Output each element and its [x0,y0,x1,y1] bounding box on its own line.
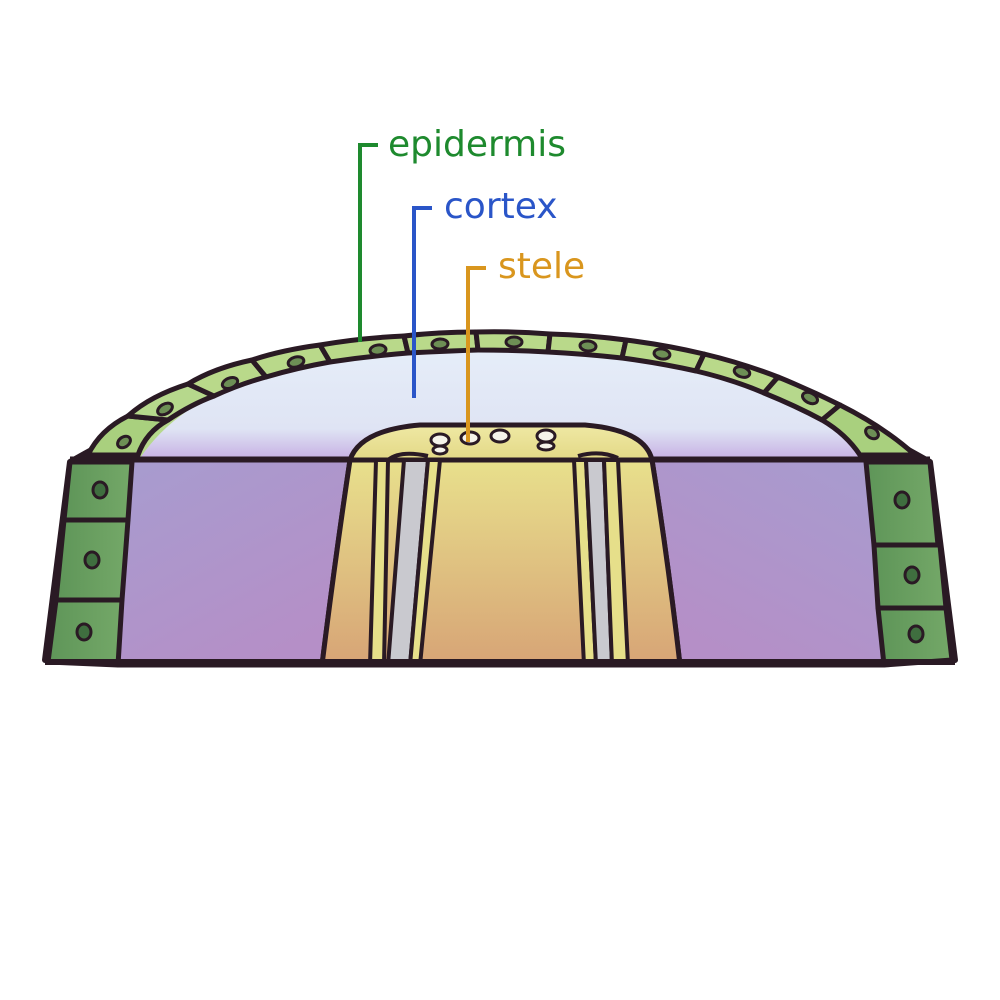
epidermis-top-nuclei [116,335,880,450]
epidermis-label: epidermis [388,124,566,165]
epidermis-leader-line [358,143,378,342]
stele-label: stele [498,246,585,287]
epidermis-side-nuclei [75,480,925,644]
cortex-top-surface [140,341,860,458]
stele-top-rims [386,451,619,462]
cortex-leader-line [412,206,432,398]
stele-vessel-openings [429,428,557,456]
cortex-left-face [115,457,353,668]
cortex-right-face [649,457,887,668]
stele-leader-line [466,266,486,442]
cortex-label: cortex [444,186,558,227]
